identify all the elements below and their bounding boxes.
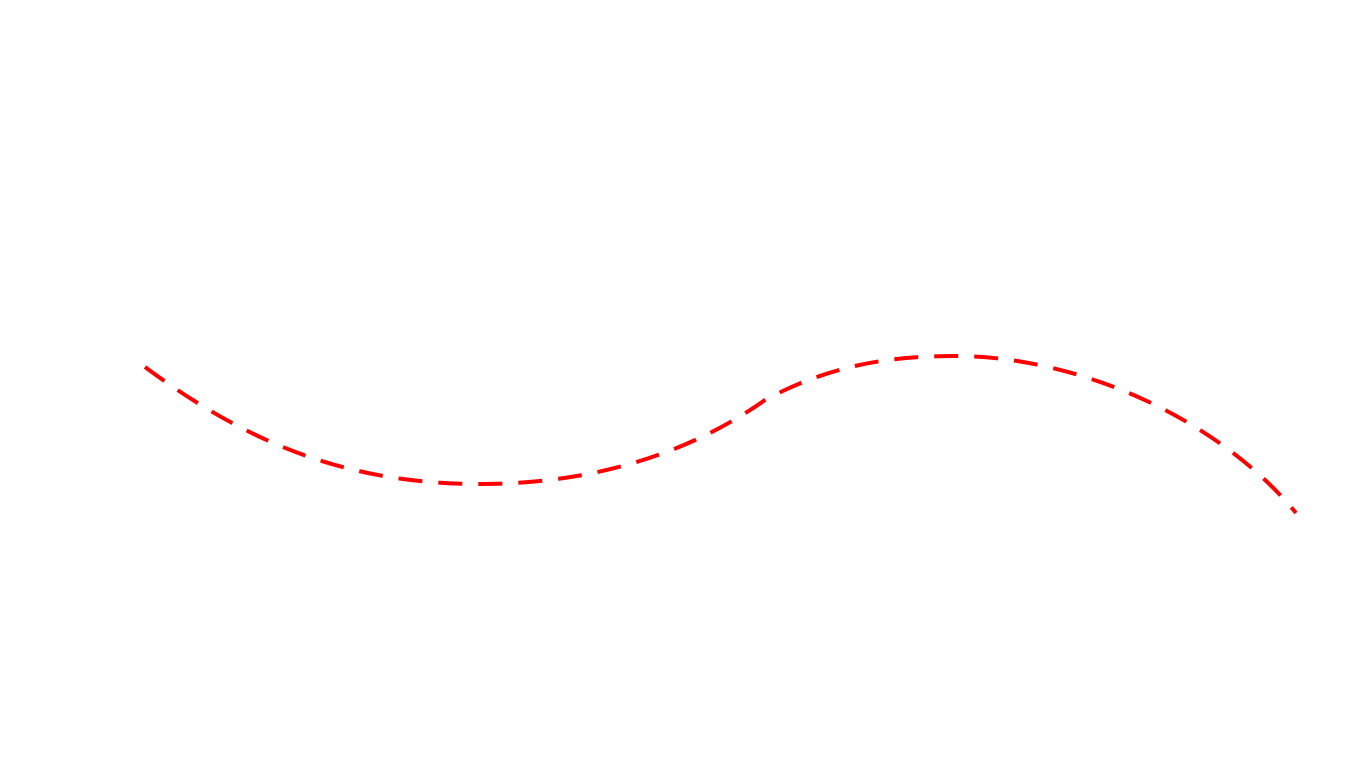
dashed-curve	[143, 353, 1298, 515]
